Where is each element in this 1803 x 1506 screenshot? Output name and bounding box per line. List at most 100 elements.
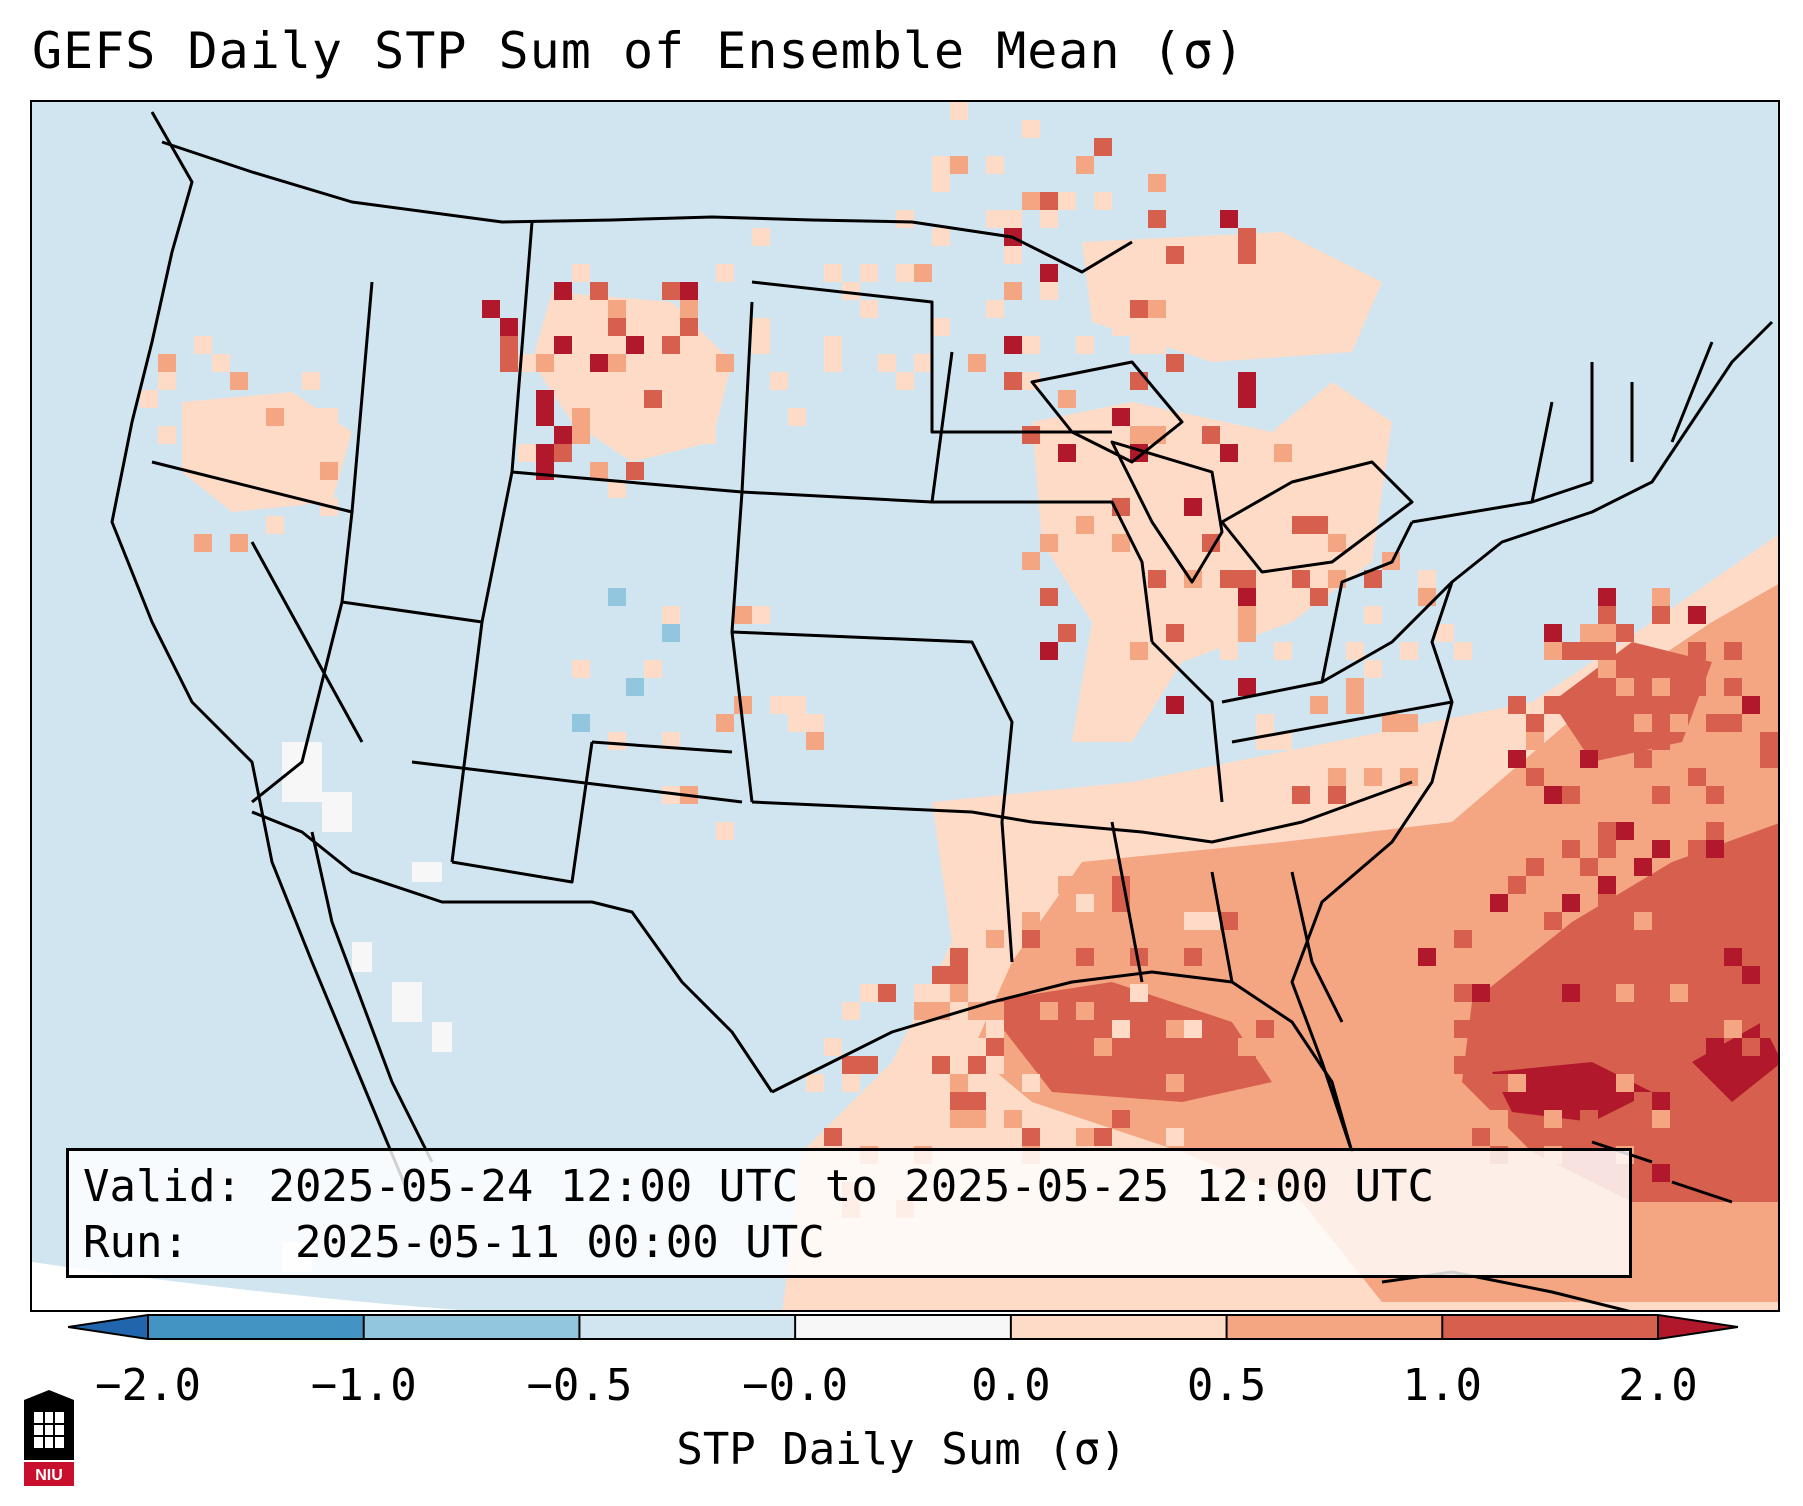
stp-cell [950, 102, 968, 120]
stp-cell [1202, 534, 1220, 552]
stp-cell [1526, 858, 1544, 876]
stp-cell [1598, 660, 1616, 678]
stp-cell [1184, 498, 1202, 516]
stp-cell [950, 1092, 968, 1110]
stp-cell [1040, 1056, 1058, 1074]
stp-cell [662, 732, 680, 750]
stp-cell [1220, 588, 1238, 606]
colorbar-bin [148, 1315, 365, 1339]
stp-cell [608, 732, 626, 750]
stp-cell [518, 444, 536, 462]
tick-label: 1.0 [1402, 1360, 1483, 1411]
stp-cell [1652, 1092, 1670, 1110]
stp-cell [1112, 1020, 1130, 1038]
stp-cell [734, 696, 752, 714]
stp-cell [1184, 552, 1202, 570]
stp-cell [1364, 606, 1382, 624]
state-lines-northeast [1411, 341, 1714, 524]
stp-cell [788, 408, 806, 426]
tick-label: 2.0 [1618, 1360, 1698, 1411]
stp-cell [1346, 678, 1364, 696]
stp-cell [1472, 1128, 1490, 1146]
stp-cell [1184, 948, 1202, 966]
stp-cell [1544, 1110, 1562, 1128]
stp-map [32, 102, 1778, 1310]
stp-cell [1166, 1020, 1184, 1038]
stp-cell [1202, 588, 1220, 606]
stp-cell [1454, 642, 1472, 660]
stp-cell [1526, 984, 1544, 1002]
stp-cell [1652, 1110, 1670, 1128]
stp-cell [1130, 1074, 1148, 1092]
stp-cell [1022, 912, 1040, 930]
stp-cell [950, 1074, 968, 1092]
stp-cell [1418, 570, 1436, 588]
stp-cell [1472, 984, 1490, 1002]
stp-cell [716, 714, 734, 732]
stp-cell [950, 966, 968, 984]
stp-cell [1148, 930, 1166, 948]
stp-cell [986, 156, 1004, 174]
stp-cell [914, 354, 932, 372]
stp-cell [1508, 984, 1526, 1002]
stp-cell [626, 336, 644, 354]
coastline-baja [310, 831, 434, 1163]
stp-cell [644, 660, 662, 678]
stp-cell [1598, 786, 1616, 804]
stp-cell [1724, 678, 1742, 696]
stp-cell [1220, 642, 1238, 660]
colorbar-bins [68, 1315, 1738, 1339]
great-lakes [1030, 360, 1414, 584]
stp-cell [1616, 1074, 1634, 1092]
stp-cell [1040, 588, 1058, 606]
stp-cell [194, 336, 212, 354]
stp-cell [1022, 1074, 1040, 1092]
stp-cell [1562, 642, 1580, 660]
stp-cell [716, 354, 734, 372]
stp-cell [1670, 714, 1688, 732]
stp-cell [1670, 678, 1688, 696]
stp-cell [1328, 768, 1346, 786]
stp-cell [1238, 372, 1256, 390]
stp-cell [1634, 948, 1652, 966]
stp-cell [1454, 930, 1472, 948]
stp-cell [500, 318, 518, 336]
stp-cell [1022, 930, 1040, 948]
stp-cell [1040, 192, 1058, 210]
stp-cell [1148, 336, 1166, 354]
stp-cell [1202, 912, 1220, 930]
stp-cell [1130, 642, 1148, 660]
stp-cell [1238, 570, 1256, 588]
stp-cell [680, 354, 698, 372]
stp-cell [1454, 984, 1472, 1002]
stp-cell [608, 300, 626, 318]
stp-cell [1148, 1056, 1166, 1074]
stp-cell [698, 426, 716, 444]
stp-cell [1490, 1074, 1508, 1092]
stp-cell [1508, 876, 1526, 894]
colorbar-bin [795, 1315, 1012, 1339]
stp-cell [1004, 1110, 1022, 1128]
stp-cell [1562, 984, 1580, 1002]
stp-cell [1040, 1002, 1058, 1020]
stp-cell [158, 426, 176, 444]
stp-cell [1238, 624, 1256, 642]
stp-cell [1724, 930, 1742, 948]
stp-cell [572, 264, 590, 282]
stp-cell [824, 264, 842, 282]
stp-cell [1076, 1002, 1094, 1020]
stp-cell [1004, 876, 1022, 894]
stp-cell [1022, 120, 1040, 138]
stp-cell [140, 390, 158, 408]
stp-cell [932, 156, 950, 174]
stp-cell [1688, 642, 1706, 660]
stp-cell [320, 408, 338, 426]
stp-cell [1706, 750, 1724, 768]
stp-cell [1742, 696, 1760, 714]
stp-cell [1364, 768, 1382, 786]
stp-cell [1166, 1128, 1184, 1146]
stp-cell [1058, 624, 1076, 642]
stp-cell [1544, 786, 1562, 804]
stp-cell [1274, 444, 1292, 462]
stp-cell [1346, 642, 1364, 660]
